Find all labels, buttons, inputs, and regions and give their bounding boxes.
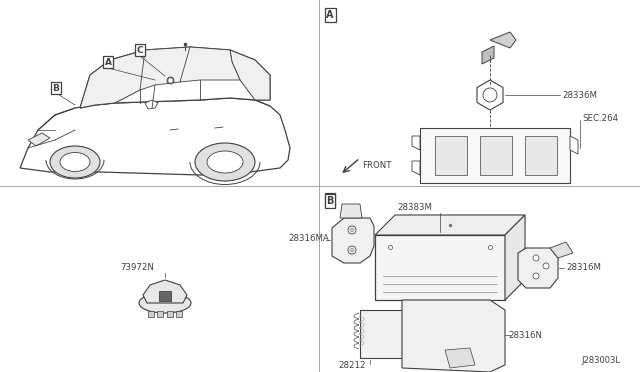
Ellipse shape <box>139 293 191 313</box>
Polygon shape <box>145 100 158 109</box>
Polygon shape <box>230 50 270 100</box>
Bar <box>148 311 154 317</box>
Bar <box>360 310 402 358</box>
Polygon shape <box>80 50 155 108</box>
Ellipse shape <box>207 151 243 173</box>
Circle shape <box>533 273 539 279</box>
Text: 28316M: 28316M <box>566 263 601 273</box>
Circle shape <box>543 263 549 269</box>
Text: A: A <box>326 10 333 20</box>
Polygon shape <box>28 133 50 146</box>
Ellipse shape <box>60 153 90 171</box>
Bar <box>375 235 505 300</box>
Bar <box>435 136 467 175</box>
Text: SEC.264: SEC.264 <box>582 113 618 122</box>
Bar <box>480 136 512 175</box>
Polygon shape <box>477 80 503 110</box>
Text: A: A <box>104 58 111 67</box>
Polygon shape <box>340 204 362 218</box>
Ellipse shape <box>195 143 255 181</box>
Text: 28316MA: 28316MA <box>288 234 329 243</box>
Bar <box>176 311 182 317</box>
Polygon shape <box>570 136 578 154</box>
Circle shape <box>350 248 354 252</box>
Polygon shape <box>505 215 525 300</box>
Circle shape <box>533 255 539 261</box>
Text: 28336M: 28336M <box>562 90 597 99</box>
Text: J283003L: J283003L <box>581 356 620 365</box>
Polygon shape <box>375 215 525 235</box>
Text: C: C <box>137 45 143 55</box>
Circle shape <box>350 228 354 232</box>
Polygon shape <box>143 280 187 303</box>
Text: 28316N: 28316N <box>508 330 542 340</box>
Polygon shape <box>180 47 240 82</box>
Polygon shape <box>402 300 505 372</box>
Text: C: C <box>326 195 333 205</box>
Text: B: B <box>52 83 60 93</box>
Polygon shape <box>518 248 558 288</box>
Polygon shape <box>445 348 475 368</box>
Bar <box>157 311 163 317</box>
Bar <box>525 136 557 175</box>
Polygon shape <box>482 46 494 64</box>
Ellipse shape <box>50 146 100 178</box>
Text: FRONT: FRONT <box>362 160 392 170</box>
Polygon shape <box>412 161 420 175</box>
Polygon shape <box>412 136 420 150</box>
Bar <box>159 291 171 301</box>
Text: 28212: 28212 <box>338 362 365 371</box>
Text: B: B <box>326 196 333 206</box>
Circle shape <box>483 88 497 102</box>
Polygon shape <box>80 47 270 108</box>
Circle shape <box>348 246 356 254</box>
Text: 28383M: 28383M <box>397 202 433 212</box>
Polygon shape <box>490 32 516 48</box>
Polygon shape <box>332 218 374 263</box>
Circle shape <box>348 226 356 234</box>
Bar <box>420 128 570 183</box>
Polygon shape <box>140 47 200 90</box>
Polygon shape <box>20 98 290 175</box>
Polygon shape <box>550 242 573 258</box>
Bar <box>167 311 173 317</box>
Text: 73972N: 73972N <box>120 263 154 272</box>
